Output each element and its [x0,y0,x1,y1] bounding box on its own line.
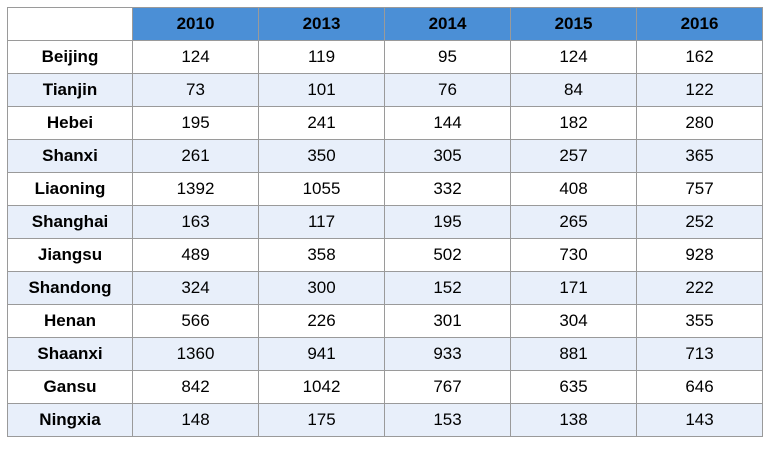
table-cell: 124 [510,40,637,74]
row-header: Shandong [7,271,133,305]
table-cell: 502 [384,238,511,272]
table-cell: 241 [258,106,385,140]
table-cell: 257 [510,139,637,173]
table-row: Liaoning 1392 1055 332 408 757 [7,172,763,206]
row-header: Henan [7,304,133,338]
table-row: Shandong 324 300 152 171 222 [7,271,763,305]
row-header: Shanxi [7,139,133,173]
table-cell: 162 [636,40,763,74]
table-cell: 122 [636,73,763,107]
table-cell: 182 [510,106,637,140]
column-header: 2013 [258,7,385,41]
row-header: Hebei [7,106,133,140]
table-cell: 153 [384,403,511,437]
row-header: Jiangsu [7,238,133,272]
table-row: Shanxi 261 350 305 257 365 [7,139,763,173]
table-row: Ningxia 148 175 153 138 143 [7,403,763,437]
table-cell: 171 [510,271,637,305]
column-header: 2016 [636,7,763,41]
table-cell: 195 [132,106,259,140]
table-cell: 842 [132,370,259,404]
table-cell: 332 [384,172,511,206]
table-cell: 163 [132,205,259,239]
table-cell: 265 [510,205,637,239]
table-cell: 280 [636,106,763,140]
table-row: Henan 566 226 301 304 355 [7,304,763,338]
table-cell: 226 [258,304,385,338]
column-header: 2015 [510,7,637,41]
row-header: Shaanxi [7,337,133,371]
header-row: 2010 2013 2014 2015 2016 [7,7,763,41]
table-cell: 148 [132,403,259,437]
table-cell: 301 [384,304,511,338]
row-header: Gansu [7,370,133,404]
table-cell: 489 [132,238,259,272]
table-row: Tianjin 73 101 76 84 122 [7,73,763,107]
row-header: Shanghai [7,205,133,239]
table-cell: 1042 [258,370,385,404]
table-cell: 566 [132,304,259,338]
table-cell: 635 [510,370,637,404]
table-cell: 261 [132,139,259,173]
table-cell: 767 [384,370,511,404]
table-cell: 252 [636,205,763,239]
column-header: 2014 [384,7,511,41]
table-cell: 730 [510,238,637,272]
table-cell: 143 [636,403,763,437]
table-cell: 300 [258,271,385,305]
table-row: Hebei 195 241 144 182 280 [7,106,763,140]
table-cell: 119 [258,40,385,74]
table-cell: 928 [636,238,763,272]
table-body: Beijing 124 119 95 124 162 Tianjin 73 101 76 84 122… [7,40,763,437]
table-cell: 646 [636,370,763,404]
table-cell: 305 [384,139,511,173]
table-cell: 73 [132,73,259,107]
row-header: Tianjin [7,73,133,107]
table-row: Shaanxi 1360 941 933 881 713 [7,337,763,371]
table-cell: 222 [636,271,763,305]
table-cell: 117 [258,205,385,239]
data-table-container: 2010 2013 2014 2015 2016 Beijing 124 119 95… [7,7,763,437]
table-cell: 941 [258,337,385,371]
table-cell: 324 [132,271,259,305]
table-row: Gansu 842 1042 767 635 646 [7,370,763,404]
column-header: 2010 [132,7,259,41]
table-cell: 304 [510,304,637,338]
table-cell: 144 [384,106,511,140]
table-cell: 76 [384,73,511,107]
table-cell: 881 [510,337,637,371]
row-header: Beijing [7,40,133,74]
table-row: Beijing 124 119 95 124 162 [7,40,763,74]
table-cell: 195 [384,205,511,239]
header-corner-cell [7,7,133,41]
table-cell: 101 [258,73,385,107]
table-cell: 713 [636,337,763,371]
table-cell: 408 [510,172,637,206]
table-cell: 1055 [258,172,385,206]
table-cell: 358 [258,238,385,272]
table-cell: 365 [636,139,763,173]
table-cell: 350 [258,139,385,173]
table-cell: 1392 [132,172,259,206]
data-table: 2010 2013 2014 2015 2016 Beijing 124 119 95… [7,7,763,437]
table-row: Jiangsu 489 358 502 730 928 [7,238,763,272]
table-row: Shanghai 163 117 195 265 252 [7,205,763,239]
table-cell: 124 [132,40,259,74]
table-cell: 1360 [132,337,259,371]
table-cell: 84 [510,73,637,107]
table-cell: 175 [258,403,385,437]
table-cell: 95 [384,40,511,74]
row-header: Liaoning [7,172,133,206]
table-cell: 152 [384,271,511,305]
row-header: Ningxia [7,403,133,437]
table-cell: 355 [636,304,763,338]
table-cell: 933 [384,337,511,371]
table-cell: 757 [636,172,763,206]
table-cell: 138 [510,403,637,437]
